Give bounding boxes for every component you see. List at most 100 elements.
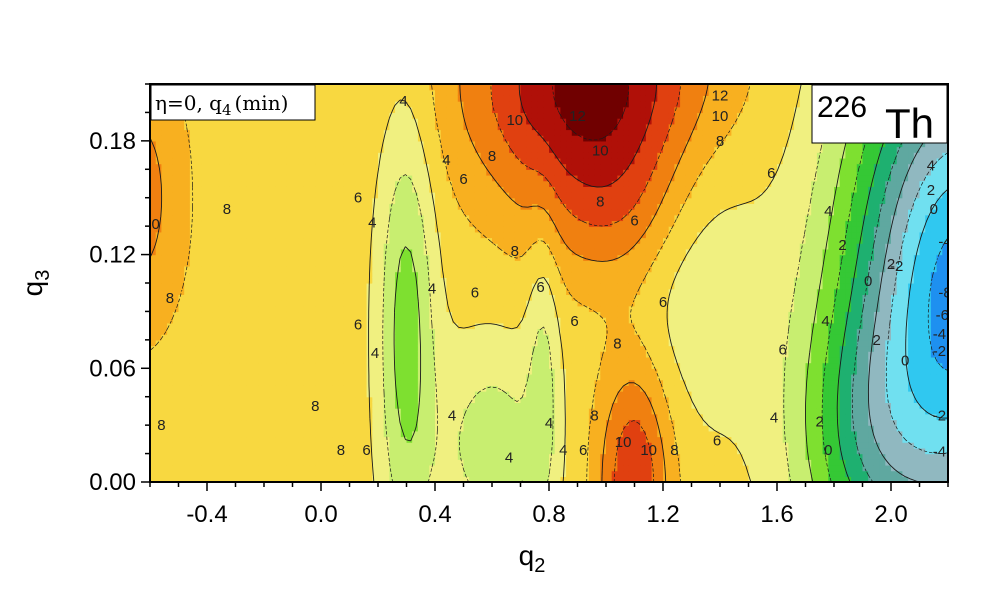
heat-cell [435,214,442,222]
heat-cell [463,226,470,233]
heat-cell [315,152,322,159]
heat-cell [412,442,419,449]
heat-cell [326,84,333,91]
heat-cell [509,118,516,125]
heat-cell [537,277,544,284]
heat-cell [298,396,305,403]
heat-cell [446,470,453,477]
heat-cell [503,254,510,261]
heat-cell [235,277,242,284]
heat-cell [537,362,544,369]
heat-cell [201,294,208,301]
heat-cell [480,197,487,204]
heat-cell [440,129,447,136]
heat-cell [514,311,522,318]
heat-cell [429,140,436,148]
heat-cell [292,283,299,290]
heat-cell [400,283,408,290]
heat-cell [383,163,390,170]
heat-cell [161,237,168,244]
heat-cell [526,470,533,477]
heat-cell [463,470,470,477]
heat-cell [309,283,316,290]
heat-cell [446,385,453,392]
heat-cell [218,322,225,330]
heat-cell [531,248,539,256]
heat-cell [531,356,539,364]
heat-cell [503,300,510,307]
heat-cell [412,169,419,176]
heat-cell [338,300,345,307]
heat-cell [366,334,373,341]
heat-cell [326,140,333,148]
heat-cell [360,214,368,222]
heat-cell [189,385,197,392]
heat-cell [321,470,328,477]
heat-cell [207,169,214,176]
heat-cell [155,385,162,392]
heat-cell [252,385,259,392]
heat-cell [497,152,504,159]
heat-cell [275,231,282,239]
heat-cell [417,209,425,216]
heat-cell [292,209,299,216]
heat-cell [286,300,294,307]
heat-cell [549,248,556,256]
heat-cell [531,169,539,176]
heat-cell [400,123,408,131]
heat-cell [349,408,356,415]
heat-cell [366,203,373,210]
heat-cell [281,413,288,421]
heat-cell [389,345,396,352]
heat-cell [269,220,276,227]
heat-cell [543,470,550,477]
heat-cell [264,135,271,142]
heat-cell [178,413,185,421]
heat-cell [389,192,396,199]
heat-cell [167,220,174,227]
heat-cell [554,368,561,375]
heat-cell [360,157,368,165]
heat-cell [417,192,425,199]
heat-cell [292,470,299,477]
heat-cell [429,101,436,108]
heat-cell [372,430,379,438]
heat-cell [423,118,430,125]
heat-cell [155,459,162,466]
heat-cell [446,101,453,108]
heat-cell [429,339,436,347]
heat-cell [195,248,202,256]
heat-cell [167,288,174,295]
heat-cell [480,140,487,148]
heat-cell [252,288,259,295]
heat-cell [258,345,265,352]
heat-cell [326,95,333,102]
heat-cell [452,101,459,108]
heat-cell [457,300,465,307]
heat-cell [172,391,180,398]
heat-cell [184,300,191,307]
heat-cell [275,351,282,358]
heat-cell [412,379,419,386]
heat-cell [332,152,339,159]
heat-cell [338,288,345,295]
heat-cell [229,442,237,449]
heat-cell [229,243,237,250]
heat-cell [246,464,254,472]
heat-cell [321,243,328,250]
heat-cell [315,311,322,318]
heat-cell [463,408,470,415]
heat-cell [406,447,413,455]
heat-cell [258,402,265,409]
heat-cell [355,379,362,386]
heat-cell [514,345,522,352]
heat-cell [298,339,305,347]
heat-cell [549,442,556,449]
heat-cell [372,140,379,148]
heat-cell [480,345,487,352]
heat-cell [269,214,276,222]
heat-cell [229,305,237,313]
heat-cell [474,220,482,227]
heat-cell [469,192,476,199]
heat-cell [195,243,202,250]
